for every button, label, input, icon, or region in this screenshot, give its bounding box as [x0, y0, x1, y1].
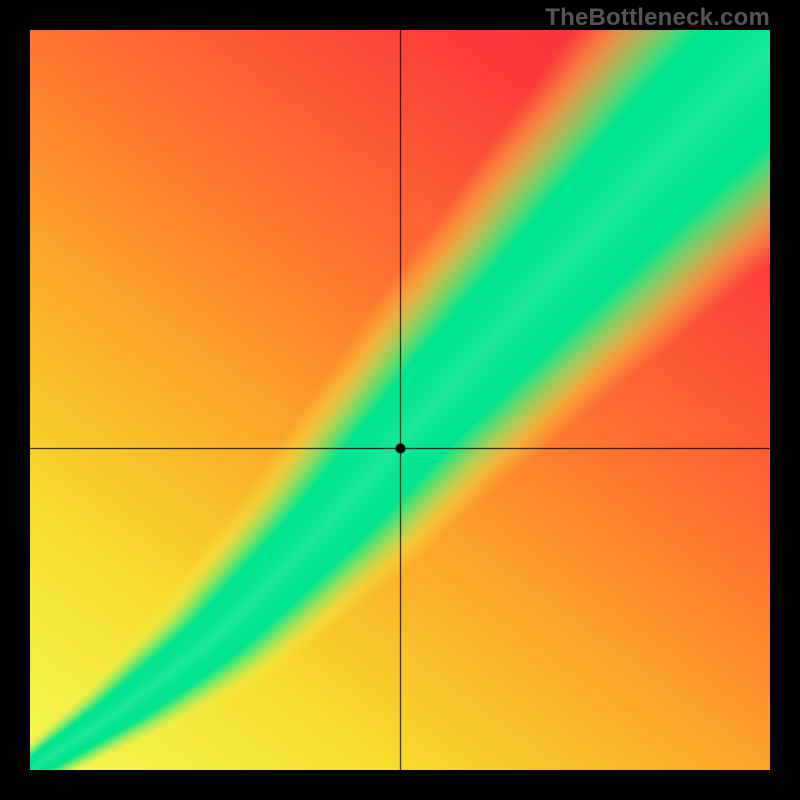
watermark-text: TheBottleneck.com	[545, 4, 770, 32]
bottleneck-heatmap: { "type": "heatmap-field", "source_water…	[0, 0, 800, 800]
heatmap-canvas	[30, 30, 770, 770]
